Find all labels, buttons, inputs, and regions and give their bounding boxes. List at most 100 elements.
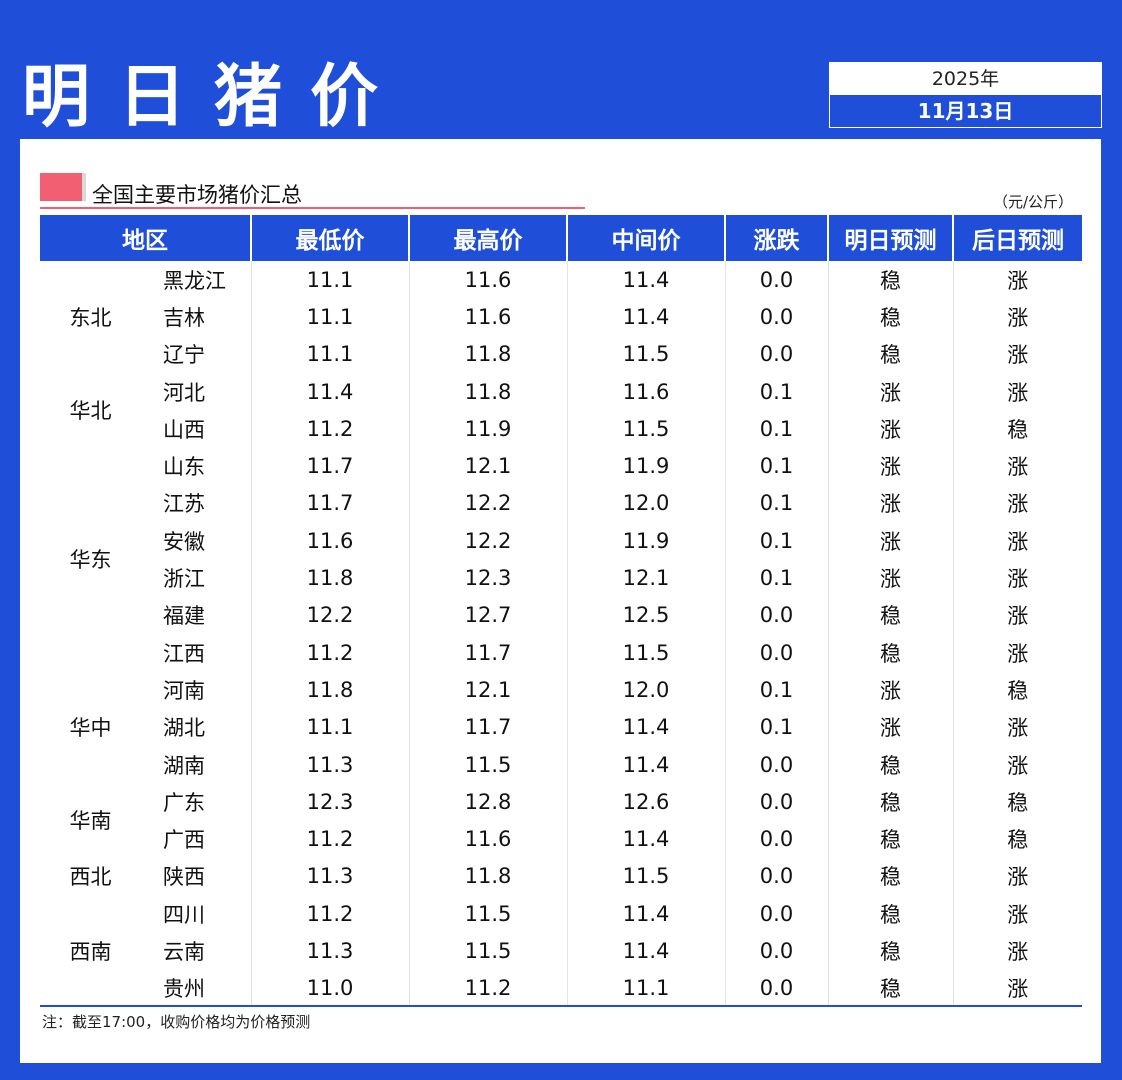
after-forecast-cell: 涨 xyxy=(952,857,1082,896)
province-cell: 陕西 xyxy=(163,865,205,890)
change-cell: 0.1 xyxy=(724,484,828,523)
table-row: 东北 黑龙江 11.1 11.6 11.4 0.0 稳涨 xyxy=(40,261,1082,330)
mid-price-cell: 11.6 xyxy=(566,372,725,411)
mid-price-cell: 11.4 xyxy=(566,745,725,784)
table-row: 西北 陕西 11.3 11.8 11.5 0.0 稳涨 xyxy=(40,857,1082,896)
mid-price-cell: 11.4 xyxy=(566,932,725,970)
change-cell: 0.0 xyxy=(724,261,828,299)
table-row: 华中 河南 11.8 12.1 12.0 0.1 涨稳 xyxy=(40,671,1082,740)
after-forecast-cell: 涨 xyxy=(952,335,1082,373)
low-price-cell: 11.0 xyxy=(250,969,409,1007)
high-price-cell: 11.8 xyxy=(408,857,567,896)
after-forecast-cell: 涨 xyxy=(952,372,1082,411)
tomorrow-forecast-cell: 稳 xyxy=(827,969,953,1007)
after-forecast-cell: 稳 xyxy=(952,783,1082,821)
province-cell: 山西 xyxy=(163,417,205,442)
change-cell: 0.0 xyxy=(724,783,828,821)
province-cell: 江西 xyxy=(163,641,205,666)
tomorrow-forecast-cell: 稳 xyxy=(827,633,953,672)
high-price-cell: 12.1 xyxy=(408,671,567,709)
low-price-cell: 11.7 xyxy=(250,447,409,485)
col-header-change: 涨跌 xyxy=(724,215,828,261)
province-cell: 湖北 xyxy=(163,716,205,741)
low-price-cell: 11.3 xyxy=(250,932,409,970)
table-row: 江苏 11.7 12.2 12.0 0.1 涨涨 xyxy=(40,484,1082,523)
province-cell: 河南 xyxy=(163,678,205,703)
tomorrow-forecast-cell: 稳 xyxy=(827,298,953,336)
high-price-cell: 12.8 xyxy=(408,783,567,821)
after-forecast-cell: 稳 xyxy=(952,410,1082,448)
region-cell: 华中 xyxy=(69,716,112,741)
low-price-cell: 11.1 xyxy=(250,335,409,373)
table-row: 西南 四川 11.2 11.5 11.4 0.0 稳涨 xyxy=(40,895,1082,964)
mid-price-cell: 11.4 xyxy=(566,261,725,299)
change-cell: 0.1 xyxy=(724,447,828,485)
high-price-cell: 11.7 xyxy=(408,633,567,672)
mid-price-cell: 11.4 xyxy=(566,298,725,336)
mid-price-cell: 12.0 xyxy=(566,484,725,523)
footer-note: 注：截至17:00，收购价格均为价格预测 xyxy=(42,1013,311,1031)
tomorrow-forecast-cell: 稳 xyxy=(827,820,953,858)
table-row: 湖南 11.3 11.5 11.4 0.0 稳涨 xyxy=(40,745,1082,784)
low-price-cell: 11.7 xyxy=(250,484,409,523)
after-forecast-cell: 涨 xyxy=(952,596,1082,634)
after-forecast-cell: 涨 xyxy=(952,895,1082,933)
high-price-cell: 11.9 xyxy=(408,410,567,448)
col-header-low: 最低价 xyxy=(250,215,409,261)
region-cell: 西南 xyxy=(69,939,112,964)
high-price-cell: 11.8 xyxy=(408,335,567,373)
mid-price-cell: 12.5 xyxy=(566,596,725,634)
high-price-cell: 11.2 xyxy=(408,969,567,1007)
table-body: 东北 黑龙江 11.1 11.6 11.4 0.0 稳涨吉林 11.1 11.6 11.4 0.0 稳… xyxy=(40,261,1082,1007)
tomorrow-forecast-cell: 稳 xyxy=(827,857,953,896)
tomorrow-forecast-cell: 稳 xyxy=(827,932,953,970)
table-row: 华东 山东 11.7 12.1 11.9 0.1 涨涨 xyxy=(40,447,1082,572)
tomorrow-forecast-cell: 涨 xyxy=(827,447,953,485)
after-forecast-cell: 涨 xyxy=(952,522,1082,560)
change-cell: 0.0 xyxy=(724,298,828,336)
price-card: 全国主要市场猪价汇总 （元/公斤） 地区 最低价 最高价 中间价 涨跌 明日预测… xyxy=(20,139,1101,1063)
province-cell: 吉林 xyxy=(163,305,205,330)
high-price-cell: 12.2 xyxy=(408,484,567,523)
mid-price-cell: 12.1 xyxy=(566,559,725,597)
mid-price-cell: 11.9 xyxy=(566,522,725,560)
low-price-cell: 11.2 xyxy=(250,410,409,448)
col-header-high: 最高价 xyxy=(408,215,567,261)
mid-price-cell: 11.5 xyxy=(566,410,725,448)
table-row: 广西 11.2 11.6 11.4 0.0 稳稳 xyxy=(40,820,1082,858)
mid-price-cell: 11.4 xyxy=(566,895,725,933)
low-price-cell: 11.1 xyxy=(250,298,409,336)
tomorrow-forecast-cell: 稳 xyxy=(827,745,953,784)
mid-price-cell: 11.5 xyxy=(566,857,725,896)
region-cell: 华东 xyxy=(69,548,112,573)
tomorrow-forecast-cell: 涨 xyxy=(827,372,953,411)
table-row: 浙江 11.8 12.3 12.1 0.1 涨涨 xyxy=(40,559,1082,597)
province-cell: 安徽 xyxy=(163,529,205,554)
change-cell: 0.0 xyxy=(724,969,828,1007)
after-forecast-cell: 涨 xyxy=(952,745,1082,784)
high-price-cell: 11.5 xyxy=(408,932,567,970)
high-price-cell: 11.7 xyxy=(408,708,567,746)
bottom-rule xyxy=(40,1005,1082,1007)
col-header-mid: 中间价 xyxy=(566,215,725,261)
table-row: 吉林 11.1 11.6 11.4 0.0 稳涨 xyxy=(40,298,1082,336)
change-cell: 0.0 xyxy=(724,745,828,784)
mid-price-cell: 11.5 xyxy=(566,335,725,373)
change-cell: 0.1 xyxy=(724,372,828,411)
region-cell: 东北 xyxy=(69,305,112,330)
col-header-after: 后日预测 xyxy=(952,215,1082,261)
after-forecast-cell: 涨 xyxy=(952,261,1082,299)
table-row: 贵州 11.0 11.2 11.1 0.0 稳涨 xyxy=(40,969,1082,1007)
after-forecast-cell: 稳 xyxy=(952,671,1082,709)
region-cell: 西北 xyxy=(69,865,112,890)
after-forecast-cell: 涨 xyxy=(952,633,1082,672)
section-title: 全国主要市场猪价汇总 xyxy=(92,183,302,207)
table-row: 福建 12.2 12.7 12.5 0.0 稳涨 xyxy=(40,596,1082,634)
high-price-cell: 12.2 xyxy=(408,522,567,560)
tomorrow-forecast-cell: 涨 xyxy=(827,559,953,597)
province-cell: 山东 xyxy=(163,455,205,480)
high-price-cell: 11.5 xyxy=(408,745,567,784)
mid-price-cell: 11.1 xyxy=(566,969,725,1007)
mid-price-cell: 11.4 xyxy=(566,708,725,746)
table-row: 湖北 11.1 11.7 11.4 0.1 涨涨 xyxy=(40,708,1082,746)
